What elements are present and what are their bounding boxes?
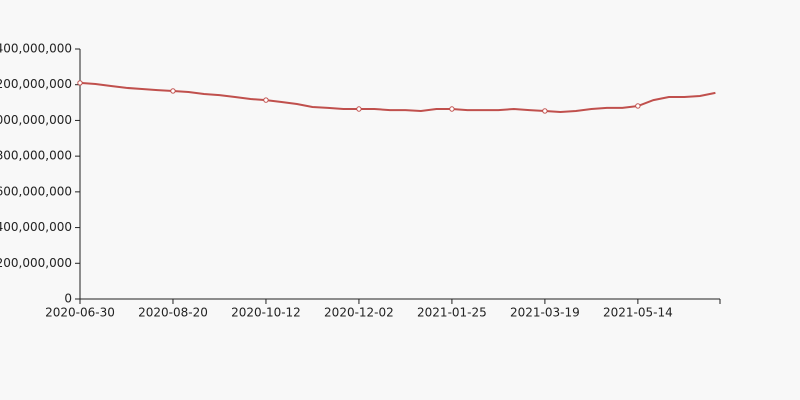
marker [77, 80, 83, 86]
x-tick-label: 2021-03-19 [510, 306, 580, 320]
y-tick-label: 400,000,000 [0, 220, 72, 234]
marker [356, 106, 362, 112]
marker [542, 108, 548, 114]
y-tick-label: 200,000,000 [0, 256, 72, 270]
marker [449, 106, 455, 112]
marker [170, 88, 176, 94]
x-tick-label: 2020-06-30 [45, 306, 115, 320]
x-tick-label: 2021-01-25 [417, 306, 487, 320]
x-tick-label: 2021-05-14 [603, 306, 673, 320]
x-tick-label: 2020-08-20 [138, 306, 208, 320]
y-tick-label: 800,000,000 [0, 149, 72, 163]
y-tick-label: 1,000,000,000 [0, 113, 72, 127]
y-tick-label: 1,400,000,000 [0, 42, 72, 56]
y-tick-label: 1,200,000,000 [0, 77, 72, 91]
y-tick-label: 600,000,000 [0, 184, 72, 198]
x-tick-label: 2020-12-02 [324, 306, 394, 320]
marker [263, 97, 269, 103]
x-tick-label: 2020-10-12 [231, 306, 301, 320]
marker [635, 103, 641, 109]
line [79, 81, 716, 114]
y-tick-label: 0 [64, 292, 72, 306]
